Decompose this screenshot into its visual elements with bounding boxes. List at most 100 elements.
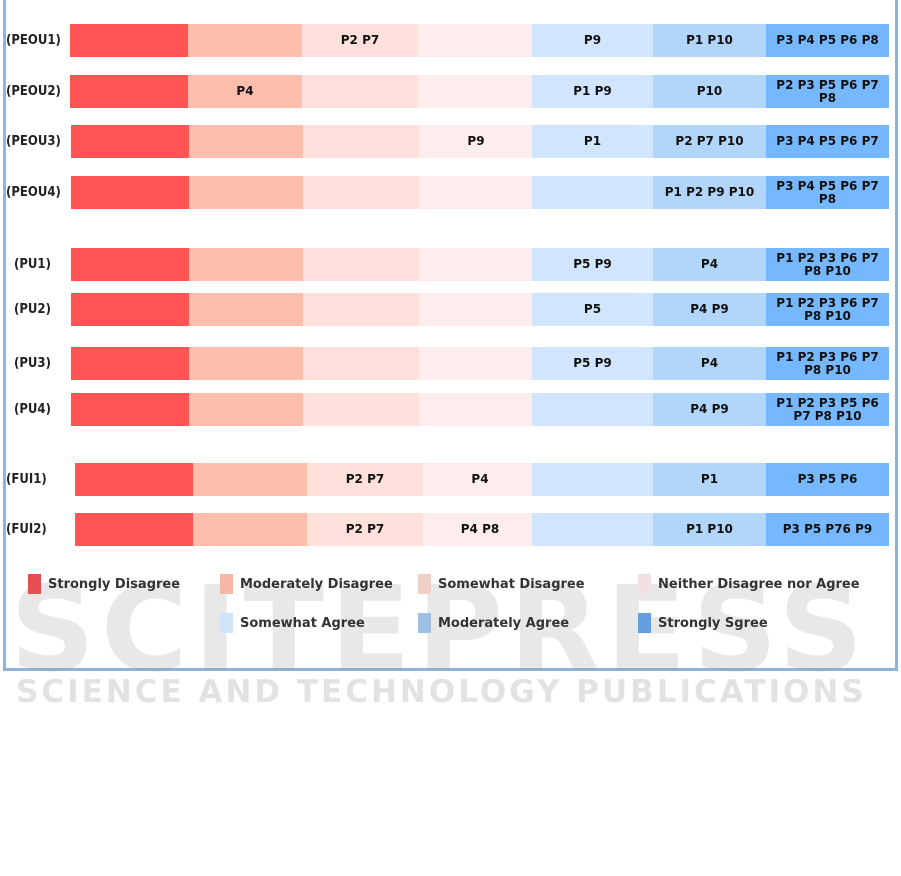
cell-neither-disagree-nor-agree: [418, 75, 532, 108]
cell-strongly-disagree: [71, 176, 189, 209]
cell-strongly-sgree: P3 P4 P5 P6 P7 P8: [766, 176, 889, 209]
cell-somewhat-disagree: [303, 347, 419, 380]
cell-neither-disagree-nor-agree: [419, 347, 533, 380]
table-row: (PU4) P4 P9 P1 P2 P3 P5 P6 P7 P8 P10: [0, 393, 901, 426]
row-label: (PEOU4): [6, 185, 61, 200]
row-label: (PEOU2): [6, 84, 61, 99]
legend-label: Moderately Disagree: [240, 576, 393, 592]
row-label: (PU3): [14, 356, 51, 371]
legend-item: Moderately Agree: [418, 613, 569, 633]
watermark-subtitle: SCIENCE AND TECHNOLOGY PUBLICATIONS: [16, 674, 867, 710]
cell-moderately-agree: P4: [653, 248, 766, 281]
row-label: (FUI1): [6, 472, 47, 487]
cell-somewhat-agree: P1: [532, 125, 653, 158]
cell-neither-disagree-nor-agree: [419, 248, 533, 281]
cell-moderately-disagree: [188, 24, 302, 57]
table-row: (PEOU2) P4 P1 P9 P10 P2 P3 P5 P6 P7 P8: [0, 75, 901, 108]
legend-label: Moderately Agree: [438, 615, 570, 631]
cell-moderately-agree: P2 P7 P10: [653, 125, 766, 158]
table-row: (PEOU3) P9 P1 P2 P7 P10 P3 P4 P5 P6 P7: [0, 125, 901, 158]
cell-somewhat-agree: [532, 176, 653, 209]
legend-item: Strongly Sgree: [638, 613, 768, 633]
cell-strongly-sgree: P3 P5 P6: [766, 463, 889, 496]
cell-moderately-disagree: [189, 176, 303, 209]
cell-strongly-sgree: P3 P4 P5 P6 P8: [766, 24, 889, 57]
cell-somewhat-disagree: [303, 248, 419, 281]
cell-somewhat-disagree: [302, 75, 418, 108]
cell-moderately-disagree: [189, 125, 303, 158]
table-row: (FUI1) P2 P7 P4 P1 P3 P5 P6: [0, 463, 901, 496]
cell-strongly-disagree: [70, 75, 188, 108]
cell-somewhat-agree: P5: [532, 293, 653, 326]
cell-moderately-disagree: [189, 248, 303, 281]
cell-somewhat-disagree: P2 P7: [302, 24, 418, 57]
cell-somewhat-disagree: P2 P7: [307, 463, 423, 496]
row-label: (PU1): [14, 257, 51, 272]
cell-strongly-sgree: P1 P2 P3 P6 P7 P8 P10: [766, 248, 889, 281]
cell-moderately-disagree: [193, 463, 307, 496]
cell-moderately-disagree: [193, 513, 307, 546]
cell-neither-disagree-nor-agree: P4: [423, 463, 537, 496]
row-label: (PU4): [14, 402, 51, 417]
cell-strongly-disagree: [71, 393, 189, 426]
cell-strongly-disagree: [71, 347, 189, 380]
cell-somewhat-agree: [532, 463, 653, 496]
cell-somewhat-agree: [532, 513, 653, 546]
cell-neither-disagree-nor-agree: [419, 293, 533, 326]
legend-swatch: [220, 574, 233, 594]
row-label: (PEOU3): [6, 134, 61, 149]
cell-somewhat-agree: P1 P9: [532, 75, 653, 108]
legend-label: Neither Disagree nor Agree: [658, 576, 860, 592]
table-row: (PEOU4) P1 P2 P9 P10 P3 P4 P5 P6 P7 P8: [0, 176, 901, 209]
cell-neither-disagree-nor-agree: [419, 176, 533, 209]
cell-strongly-sgree: P1 P2 P3 P6 P7 P8 P10: [766, 347, 889, 380]
cell-strongly-sgree: P1 P2 P3 P6 P7 P8 P10: [766, 293, 889, 326]
table-row: (PU2) P5 P4 P9 P1 P2 P3 P6 P7 P8 P10: [0, 293, 901, 326]
cell-somewhat-agree: P5 P9: [532, 347, 653, 380]
legend-swatch: [220, 613, 233, 633]
legend-item: Somewhat Disagree: [418, 574, 585, 594]
cell-neither-disagree-nor-agree: [419, 393, 533, 426]
cell-somewhat-agree: P5 P9: [532, 248, 653, 281]
cell-moderately-agree: P10: [653, 75, 766, 108]
cell-strongly-disagree: [71, 125, 189, 158]
legend-item: Moderately Disagree: [220, 574, 393, 594]
cell-moderately-agree: P1 P10: [653, 24, 766, 57]
cell-moderately-agree: P4 P9: [653, 393, 766, 426]
legend-swatch: [638, 574, 651, 594]
legend-swatch: [418, 613, 431, 633]
table-row: (PU1) P5 P9 P4 P1 P2 P3 P6 P7 P8 P10: [0, 248, 901, 281]
legend-label: Strongly Sgree: [658, 615, 768, 631]
cell-moderately-agree: P1 P10: [653, 513, 766, 546]
cell-moderately-disagree: [189, 347, 303, 380]
cell-strongly-disagree: [71, 248, 189, 281]
cell-somewhat-disagree: [303, 125, 419, 158]
legend-item: Somewhat Agree: [220, 613, 365, 633]
cell-strongly-disagree: [75, 463, 193, 496]
cell-moderately-agree: P4 P9: [653, 293, 766, 326]
cell-strongly-disagree: [71, 293, 189, 326]
figure-frame: [3, 0, 898, 671]
cell-strongly-sgree: P3 P5 P76 P9: [766, 513, 889, 546]
cell-strongly-sgree: P3 P4 P5 P6 P7: [766, 125, 889, 158]
cell-strongly-sgree: P2 P3 P5 P6 P7 P8: [766, 75, 889, 108]
cell-moderately-disagree: [189, 293, 303, 326]
legend-label: Somewhat Disagree: [438, 576, 585, 592]
cell-strongly-disagree: [70, 24, 188, 57]
cell-moderately-disagree: P4: [188, 75, 302, 108]
row-label: (FUI2): [6, 522, 47, 537]
cell-moderately-agree: P1: [653, 463, 766, 496]
cell-moderately-agree: P4: [653, 347, 766, 380]
cell-strongly-sgree: P1 P2 P3 P5 P6 P7 P8 P10: [766, 393, 889, 426]
cell-somewhat-disagree: [303, 393, 419, 426]
cell-somewhat-agree: [532, 393, 653, 426]
legend-label: Strongly Disagree: [48, 576, 181, 592]
cell-moderately-agree: P1 P2 P9 P10: [653, 176, 766, 209]
cell-somewhat-disagree: [303, 293, 419, 326]
cell-neither-disagree-nor-agree: P9: [419, 125, 533, 158]
legend-swatch: [28, 574, 41, 594]
cell-somewhat-agree: P9: [532, 24, 653, 57]
cell-strongly-disagree: [75, 513, 193, 546]
cell-somewhat-disagree: [303, 176, 419, 209]
cell-moderately-disagree: [189, 393, 303, 426]
